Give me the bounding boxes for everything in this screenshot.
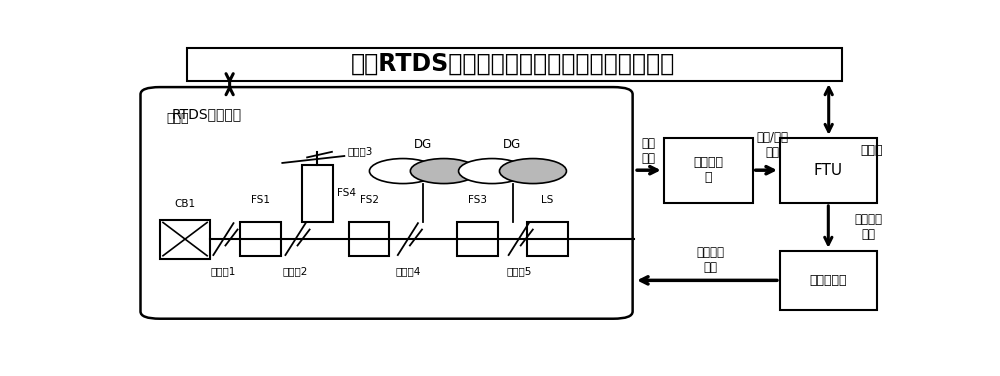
Bar xyxy=(457,222,498,256)
Text: 故障点2: 故障点2 xyxy=(283,266,308,276)
Text: 功率放大
器: 功率放大 器 xyxy=(693,156,723,184)
Text: 故障点1: 故障点1 xyxy=(211,266,236,276)
Text: FS3: FS3 xyxy=(468,195,487,205)
Bar xyxy=(187,48,842,81)
Text: LS: LS xyxy=(541,195,554,205)
Text: 电压
信号: 电压 信号 xyxy=(642,137,656,165)
Bar xyxy=(240,222,281,256)
Circle shape xyxy=(410,159,477,183)
Text: 数字量: 数字量 xyxy=(166,112,189,126)
Bar xyxy=(349,222,389,256)
Text: DG: DG xyxy=(414,138,432,150)
Text: CB1: CB1 xyxy=(175,199,196,209)
Bar xyxy=(780,251,877,310)
Text: FTU: FTU xyxy=(814,163,843,178)
Text: 数字量: 数字量 xyxy=(860,144,883,157)
Text: 故障点5: 故障点5 xyxy=(506,266,531,276)
Circle shape xyxy=(459,159,526,183)
Text: 开关位置
信号: 开关位置 信号 xyxy=(696,246,724,274)
Text: 模拟断路器: 模拟断路器 xyxy=(810,274,847,287)
Text: 故障点3: 故障点3 xyxy=(347,146,373,156)
Bar xyxy=(302,165,333,222)
Text: FS4: FS4 xyxy=(337,188,356,199)
Text: FS1: FS1 xyxy=(251,195,270,205)
Text: DG: DG xyxy=(503,138,522,150)
Text: RTDS仿真平台: RTDS仿真平台 xyxy=(171,108,241,121)
Bar xyxy=(780,138,877,203)
FancyBboxPatch shape xyxy=(140,87,633,319)
Bar xyxy=(160,220,210,259)
Text: FS2: FS2 xyxy=(360,195,379,205)
Circle shape xyxy=(369,159,436,183)
Text: 故障点4: 故障点4 xyxy=(395,266,421,276)
Bar xyxy=(527,222,568,256)
Bar xyxy=(664,138,753,203)
Text: 电压/电流
信号: 电压/电流 信号 xyxy=(756,131,788,159)
Circle shape xyxy=(499,159,566,183)
Text: 开关控制
信号: 开关控制 信号 xyxy=(855,213,883,241)
Text: 基于RTDS实时数字仿真的馈线自动化测试系统: 基于RTDS实时数字仿真的馈线自动化测试系统 xyxy=(350,52,675,76)
